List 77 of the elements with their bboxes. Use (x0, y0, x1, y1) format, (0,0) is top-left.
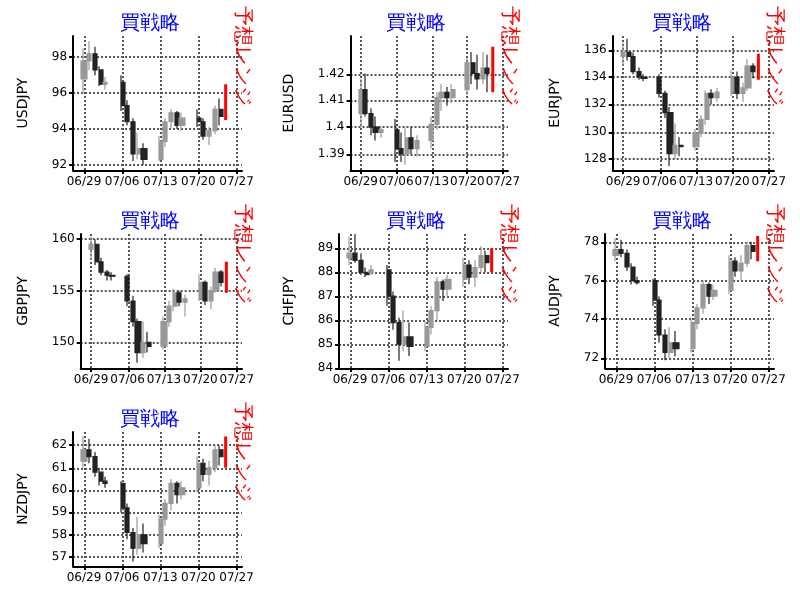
candlestick (218, 444, 224, 467)
candlestick (464, 56, 470, 96)
candlestick (200, 117, 206, 141)
candlestick (732, 256, 738, 278)
candlestick (182, 294, 188, 318)
candlestick (672, 122, 678, 160)
candlestick (710, 283, 718, 301)
candlestick (136, 131, 142, 160)
candlestick (640, 73, 648, 82)
chart-title: 買戦略 (120, 407, 180, 431)
candlestick (612, 237, 620, 262)
candlestick (406, 321, 414, 357)
candlestick (140, 142, 148, 166)
candlestick (174, 110, 180, 130)
chart-title: 買戦略 (120, 11, 180, 35)
text: 予想レンジ (497, 6, 522, 106)
chart-title: 買戦略 (120, 209, 180, 233)
candlestick (450, 83, 456, 104)
text: 予想レンジ (762, 204, 787, 304)
candlestick (672, 330, 680, 357)
candlestick (414, 134, 420, 158)
candlestick (178, 480, 186, 500)
candlestick (198, 273, 204, 302)
candlestick (402, 309, 408, 352)
candlestick (218, 269, 224, 288)
candlestick (730, 69, 736, 97)
candlestick (378, 126, 384, 139)
candlestick (140, 522, 148, 554)
candlestick (706, 281, 712, 305)
candlestick (88, 236, 94, 261)
candlestick (136, 516, 142, 556)
candlestick (714, 87, 720, 103)
candlestick (108, 271, 116, 281)
candlestick (372, 115, 380, 142)
candlestick (102, 476, 108, 489)
candlestick (196, 455, 202, 493)
chart-title: 買戦略 (386, 11, 446, 35)
candlestick (750, 241, 756, 260)
candlestick (202, 279, 208, 306)
text: 予想レンジ (763, 6, 788, 106)
text: 予想レンジ (230, 402, 255, 502)
candlestick (146, 331, 152, 354)
candlestick (176, 290, 182, 307)
candlestick (178, 112, 186, 132)
candlestick (470, 51, 476, 85)
candlestick (620, 42, 626, 67)
candlestick (484, 54, 490, 93)
candlestick (368, 264, 374, 276)
chart-title: 買戦略 (386, 209, 446, 233)
text: 予想レンジ (496, 204, 521, 304)
candlestick (750, 62, 756, 79)
candlestick (440, 278, 446, 302)
candlestick (728, 254, 734, 295)
candlestick (174, 480, 180, 505)
candlestick (474, 54, 480, 91)
candlestick (404, 126, 410, 166)
candlestick (462, 257, 468, 288)
candlestick (408, 126, 414, 155)
chart-title: 買戦略 (652, 209, 712, 233)
chart-title: 買戦略 (652, 11, 712, 35)
candlestick (734, 70, 740, 100)
candlestick (444, 274, 452, 297)
text: 予想レンジ (231, 204, 256, 304)
candlestick (678, 136, 684, 157)
candlestick (668, 326, 674, 359)
candlestick (218, 97, 224, 126)
candlestick (140, 321, 146, 359)
candlestick (708, 88, 714, 105)
text: 予想レンジ (230, 6, 255, 106)
candlestick (102, 76, 108, 91)
candlestick (484, 250, 490, 273)
candlestick (466, 259, 472, 285)
candlestick (346, 235, 354, 266)
candlestick (444, 86, 450, 107)
candlestick (80, 435, 88, 469)
candlestick (480, 51, 486, 85)
candlestick (200, 458, 206, 482)
